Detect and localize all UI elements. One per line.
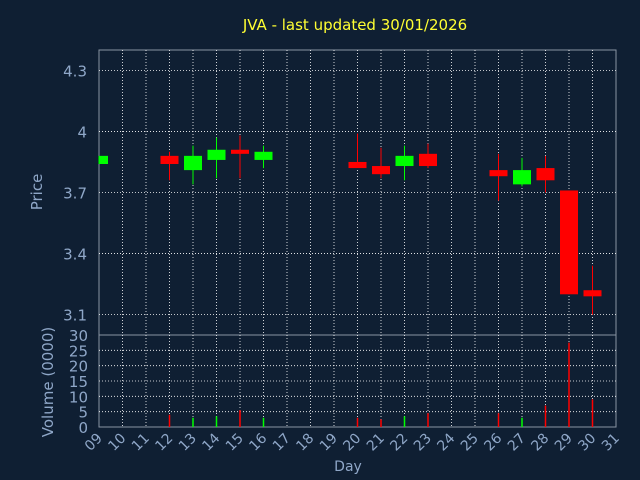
candle-body [160, 155, 179, 164]
volume-bar [239, 410, 241, 427]
x-tick-label: 14 [199, 430, 223, 454]
volume-bar [497, 413, 500, 427]
price-y-tick-label: 4 [77, 123, 87, 141]
price-y-tick-labels: 3.1 3.4 3.7 4 4.3 [63, 62, 87, 324]
x-tick-label: 13 [176, 431, 200, 455]
volume-gridlines [99, 335, 616, 427]
price-axis-label: Price [28, 174, 46, 211]
x-tick-label: 10 [105, 431, 129, 455]
candle-body [372, 166, 390, 175]
volume-bar [403, 416, 406, 427]
price-y-tick-label: 3.1 [63, 307, 87, 325]
candlestick-series [98, 133, 602, 315]
volume-bar [215, 416, 218, 427]
x-tick-label: 23 [411, 431, 435, 455]
x-tick-label: 26 [481, 430, 505, 454]
volume-bar [568, 342, 570, 427]
price-panel: 3.1 3.4 3.7 4 4.3 Price [28, 49, 617, 336]
volume-y-tick-label: 15 [69, 373, 88, 391]
x-tick-label: 29 [552, 431, 576, 455]
x-tick-label: 20 [340, 431, 364, 455]
volume-y-tick-label: 30 [69, 327, 88, 345]
x-tick-label: 22 [387, 431, 411, 455]
candle-body [348, 161, 367, 169]
volume-bar [544, 405, 547, 427]
price-y-tick-label: 3.7 [63, 185, 87, 203]
volume-bar-series [168, 342, 594, 427]
volume-y-tick-label: 5 [78, 404, 88, 422]
x-tick-label: 12 [152, 431, 176, 455]
volume-bar [168, 414, 171, 427]
candle-body [513, 170, 531, 185]
volume-y-tick-label: 10 [69, 388, 88, 406]
candle-body [419, 153, 437, 167]
chart-title: JVA - last updated 30/01/2026 [242, 16, 467, 34]
volume-bar [521, 417, 523, 427]
x-tick-label: 31 [599, 431, 623, 455]
price-y-tick-label: 3.4 [63, 246, 87, 264]
price-gridlines [99, 50, 616, 335]
x-tick-label: 28 [528, 431, 552, 455]
volume-axis-label: Volume (0000) [39, 327, 57, 437]
volume-bar [591, 399, 594, 427]
candle-body [489, 170, 508, 177]
candle-body [184, 155, 202, 171]
x-tick-label: 17 [270, 431, 294, 455]
candle-body [207, 149, 226, 160]
x-tick-label: 21 [364, 431, 388, 455]
x-tick-label: 19 [317, 431, 341, 455]
volume-bar [262, 417, 265, 427]
candle-body [99, 155, 108, 164]
x-tick-label: 15 [223, 431, 247, 455]
x-tick-label: 11 [129, 431, 153, 455]
x-tick-label: 25 [458, 431, 482, 455]
price-y-tick-label: 4.3 [63, 62, 87, 80]
candle-body [254, 151, 273, 160]
x-tick-label: 16 [246, 430, 270, 454]
x-tick-label: 18 [293, 431, 317, 455]
volume-y-tick-label: 0 [78, 419, 88, 437]
volume-bar [427, 413, 429, 427]
volume-bar [380, 419, 382, 427]
volume-bar [192, 417, 194, 427]
volume-y-tick-label: 25 [69, 342, 88, 360]
x-tick-label: 30 [575, 431, 599, 455]
candle-body [583, 290, 602, 297]
x-tick-label: 24 [434, 430, 458, 454]
candle-body [536, 168, 555, 181]
day-axis-label: Day [334, 459, 362, 475]
x-tick-label: 27 [505, 431, 529, 455]
volume-y-tick-label: 20 [69, 358, 88, 376]
candle-body [560, 190, 578, 295]
candle-body [395, 155, 414, 167]
candle-body [231, 149, 249, 154]
day-x-tick-labels: 09 10 11 12 13 14 15 16 17 18 19 20 21 22 23 24 25 26 27 28… [82, 430, 623, 454]
volume-bar [356, 417, 359, 427]
